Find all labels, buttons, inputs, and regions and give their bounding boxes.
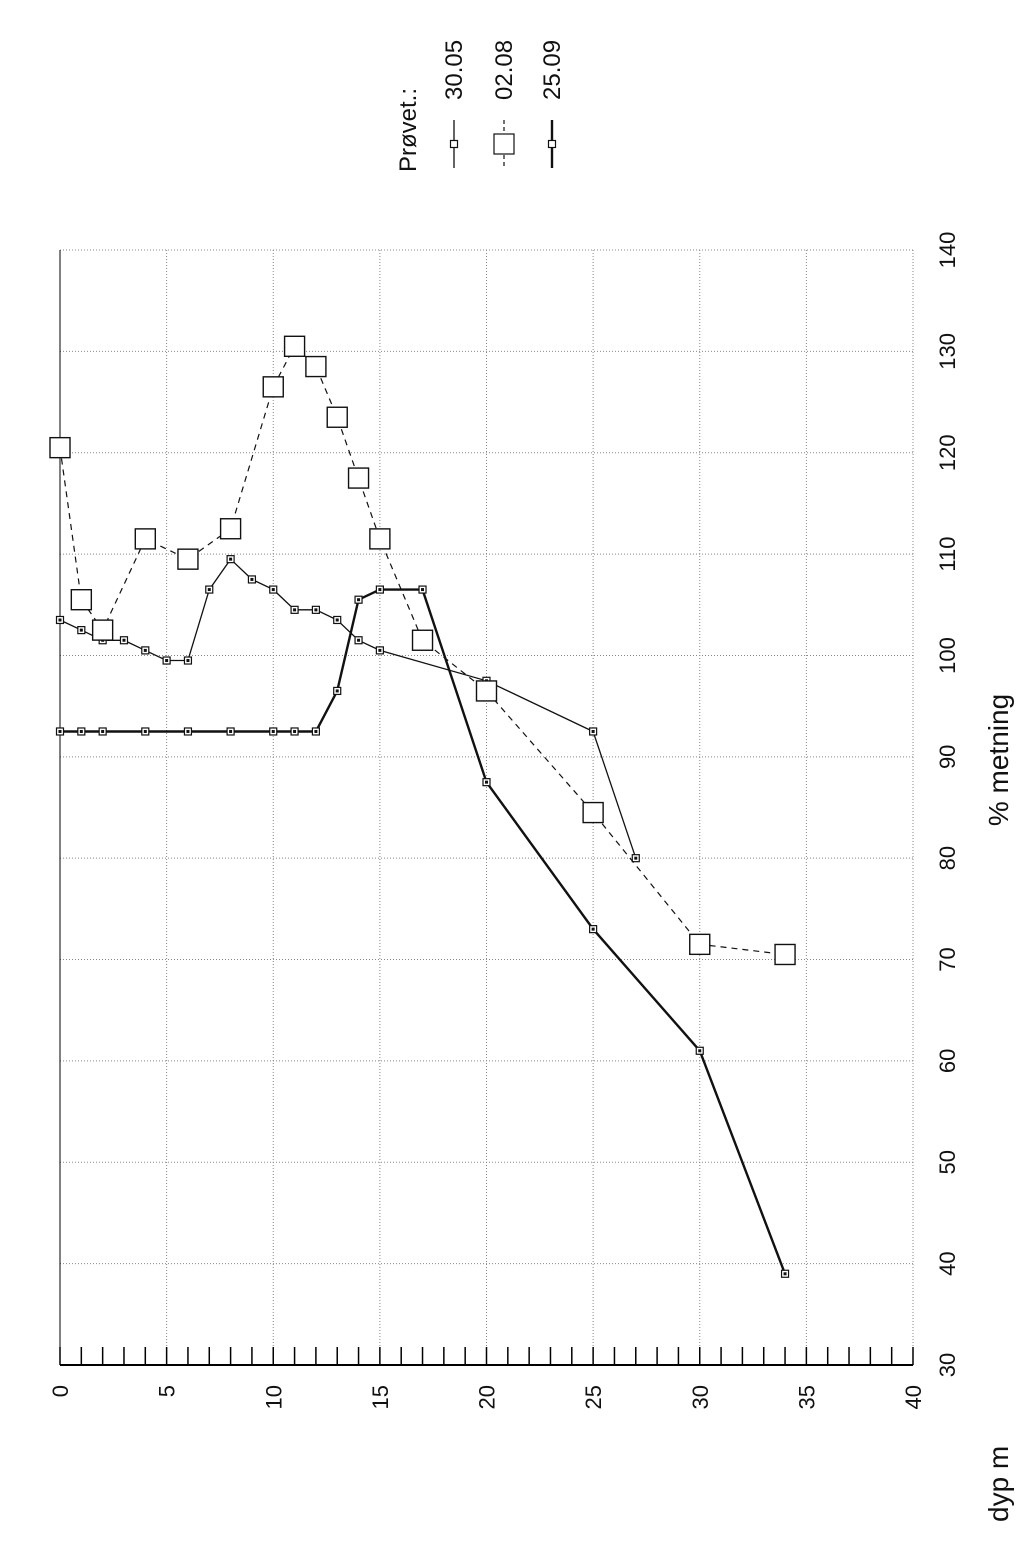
series-point-dot: [591, 729, 595, 733]
series-point-dot: [79, 628, 83, 632]
x-axis-title: dyp m: [983, 1446, 1014, 1522]
tick-label-saturation: 100: [935, 637, 960, 674]
series-point: [582, 801, 604, 824]
tick-label-saturation: 90: [935, 745, 960, 769]
series-point-dot: [58, 729, 62, 733]
tick-label-depth: 40: [901, 1385, 926, 1409]
series-point-dot: [421, 588, 425, 592]
legend-marker: [493, 133, 515, 155]
series-point-dot: [378, 648, 382, 652]
tick-label-depth: 10: [261, 1385, 286, 1409]
series-25-09: [55, 585, 790, 1278]
tick-label-depth: 15: [368, 1385, 393, 1409]
tick-label-saturation: 140: [935, 232, 960, 269]
series-point: [774, 943, 796, 966]
tick-label-depth: 25: [581, 1385, 606, 1409]
legend: Prøvet.: 30.05 02.08 25.09: [395, 40, 566, 172]
tick-label-saturation: 110: [935, 537, 960, 572]
series-02-08: [49, 335, 796, 966]
tick-label-saturation: 70: [935, 947, 960, 971]
series-point: [475, 680, 498, 702]
series-point: [411, 629, 434, 651]
series-point-dot: [783, 1272, 787, 1276]
series-point-dot: [165, 659, 169, 663]
series-point-dot: [143, 729, 147, 733]
series-point-dot: [698, 1049, 702, 1053]
tick-label-depth: 0: [48, 1385, 73, 1397]
series-point: [305, 355, 327, 378]
tick-label-saturation: 60: [935, 1049, 960, 1073]
series-point: [219, 518, 242, 540]
series-point-dot: [79, 729, 83, 733]
series-point-dot: [357, 638, 361, 642]
series-point-dot: [271, 588, 275, 592]
series-30-05: [55, 555, 640, 863]
series-point-dot: [314, 729, 318, 733]
series-layer: [49, 335, 796, 1278]
series-point-dot: [357, 598, 361, 602]
tick-label-saturation: 80: [935, 846, 960, 870]
legend-marker: [547, 139, 557, 149]
legend-entry-label: 30.05: [441, 40, 468, 100]
series-point-dot: [378, 588, 382, 592]
series-point-dot: [186, 729, 190, 733]
plot-area: [60, 250, 913, 1365]
series-point-dot: [101, 729, 105, 733]
tick-label-depth: 5: [155, 1385, 180, 1397]
axes: 30 40 50 60 70 80 90 100 110 120 130 140 0 5 10 15 20 25 3…: [48, 232, 960, 1410]
series-point-dot: [335, 618, 339, 622]
tick-label-depth: 30: [688, 1385, 713, 1409]
series-point-dot: [634, 856, 638, 860]
series-point: [689, 933, 711, 956]
series-point: [347, 467, 370, 489]
series-point: [134, 528, 157, 550]
grid: [59, 249, 914, 1366]
legend-title: Prøvet.:: [395, 88, 422, 172]
legend-marker: [449, 139, 459, 149]
series-point-dot: [229, 729, 233, 733]
tick-label-saturation: 130: [935, 333, 960, 370]
tick-label-depth: 35: [794, 1385, 819, 1409]
tick-label-saturation: 30: [935, 1353, 960, 1377]
series-point: [326, 406, 348, 428]
series-point: [283, 335, 306, 357]
series-point-dot: [293, 729, 297, 733]
legend-entry-label: 02.08: [491, 40, 518, 100]
series-point-dot: [335, 689, 339, 693]
series-point-dot: [122, 638, 126, 642]
series-point-dot: [143, 648, 147, 652]
series-point: [262, 376, 284, 398]
tick-label-saturation: 40: [935, 1251, 960, 1275]
tick-label-depth: 20: [475, 1385, 500, 1409]
series-point: [49, 436, 71, 459]
series-point: [177, 548, 199, 570]
series-point-dot: [485, 780, 488, 784]
tick-label-saturation: 50: [935, 1150, 960, 1174]
series-point-dot: [314, 608, 318, 612]
series-point: [70, 589, 93, 611]
series-point: [91, 619, 114, 641]
y-axis-title: % metning: [983, 694, 1014, 826]
series-point-dot: [186, 659, 190, 663]
tick-label-saturation: 120: [935, 434, 960, 471]
series-line: [59, 345, 786, 956]
series-point-dot: [229, 557, 233, 561]
series-point-dot: [271, 729, 275, 733]
series-point-dot: [591, 927, 595, 931]
legend-entry-label: 25.09: [539, 40, 566, 100]
series-point-dot: [293, 608, 297, 612]
series-point-dot: [58, 618, 62, 622]
series-point: [369, 528, 391, 550]
series-point-dot: [250, 577, 254, 581]
series-point-dot: [207, 588, 211, 592]
